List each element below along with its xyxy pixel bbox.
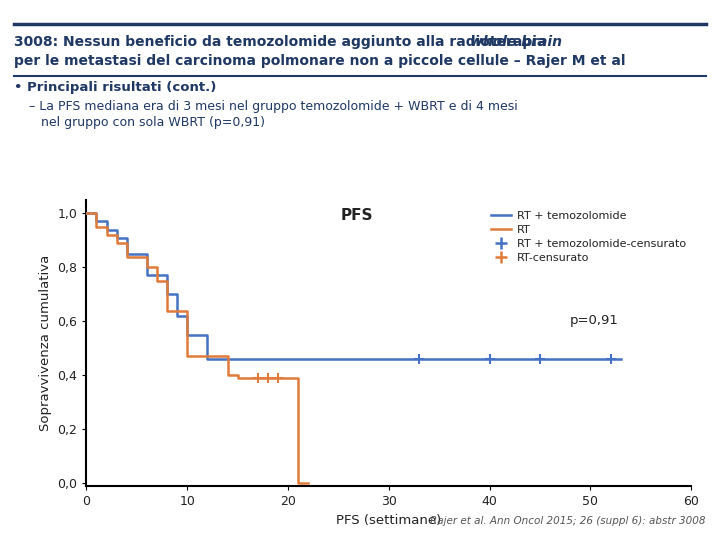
Text: • Principali risultati (cont.): • Principali risultati (cont.) (14, 81, 217, 94)
Text: p=0,91: p=0,91 (570, 314, 619, 327)
Text: nel gruppo con sola WBRT (p=0,91): nel gruppo con sola WBRT (p=0,91) (29, 116, 265, 129)
X-axis label: PFS (settimane): PFS (settimane) (336, 514, 441, 526)
Text: whole brain: whole brain (470, 35, 562, 49)
Text: PFS: PFS (341, 208, 373, 224)
Text: – La PFS mediana era di 3 mesi nel gruppo temozolomide + WBRT e di 4 mesi: – La PFS mediana era di 3 mesi nel grupp… (29, 100, 518, 113)
Text: per le metastasi del carcinoma polmonare non a piccole cellule – Rajer M et al: per le metastasi del carcinoma polmonare… (14, 54, 626, 68)
Legend: RT + temozolomide, RT, RT + temozolomide-censurato, RT-censurato: RT + temozolomide, RT, RT + temozolomide… (491, 211, 685, 263)
Y-axis label: Sopravvivenza cumulativa: Sopravvivenza cumulativa (39, 255, 52, 431)
Text: Rajer et al. Ann Oncol 2015; 26 (suppl 6): abstr 3008: Rajer et al. Ann Oncol 2015; 26 (suppl 6… (430, 516, 706, 526)
Text: 3008: Nessun beneficio da temozolomide aggiunto alla radioterapia: 3008: Nessun beneficio da temozolomide a… (14, 35, 552, 49)
